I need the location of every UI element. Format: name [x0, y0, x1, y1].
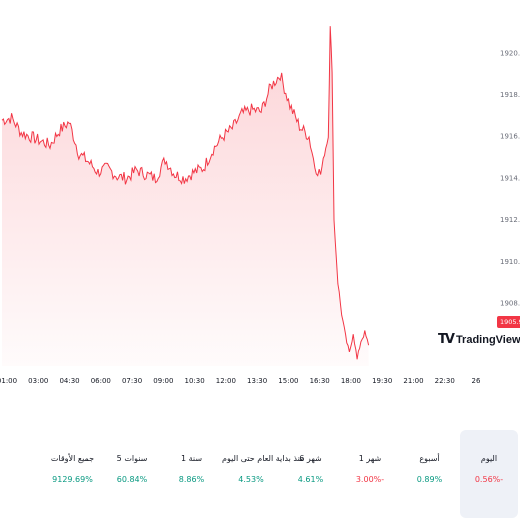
- tradingview-wordmark: TradingView: [455, 333, 520, 346]
- x-tick-label: 01:00: [0, 377, 17, 385]
- period-change-value: 8.86%: [178, 475, 205, 484]
- tradingview-mark-icon: TV: [438, 332, 455, 347]
- period-tab[interactable]: 1 شهر 3.00%-: [341, 430, 399, 518]
- chart-canvas[interactable]: 1920.00 1918.00 1916.00 1914.00 1912.00 1910.…: [0, 0, 520, 400]
- tradingview-logo[interactable]: TV TradingView: [438, 332, 520, 347]
- x-tick-label: 03:00: [28, 377, 48, 385]
- x-tick-label: 12:00: [216, 377, 236, 385]
- period-label: 6 شهر: [299, 454, 322, 463]
- period-change-value: 4.53%: [238, 475, 264, 484]
- x-tick-label: 18:00: [341, 377, 361, 385]
- period-label: 5 سنوات: [116, 454, 148, 463]
- period-tab[interactable]: جميع الأوقات 9129.69%: [44, 430, 102, 518]
- period-performance-bar: اليوم 0.56%- أسبوع 0.89% 1 شهر 3.00%- 6 شهر 4.6…: [0, 430, 520, 520]
- period-change-value: 9129.69%: [52, 475, 93, 484]
- x-tick-label: 19:30: [372, 377, 392, 385]
- period-tab[interactable]: 6 شهر 4.61%: [282, 430, 340, 518]
- x-tick-label: 06:00: [91, 377, 111, 385]
- price-line: [1, 26, 370, 360]
- period-label: 1 سنة: [180, 454, 203, 463]
- x-tick-label: 09:00: [153, 377, 173, 385]
- y-tick-label: 1918.00: [500, 91, 520, 99]
- y-tick-label: 1908.00: [500, 299, 520, 307]
- y-tick-label: 1920.00: [500, 49, 520, 57]
- period-change-value: 0.56%-: [474, 475, 504, 484]
- x-tick-label: 26: [472, 377, 481, 385]
- period-tab[interactable]: 5 سنوات 60.84%: [103, 430, 161, 518]
- price-area-fill: [2, 26, 369, 366]
- x-tick-label: 21:00: [403, 377, 423, 385]
- period-label: جميع الأوقات: [50, 454, 95, 463]
- y-tick-label: 1916.00: [500, 133, 520, 141]
- period-tab[interactable]: اليوم 0.56%-: [460, 430, 518, 518]
- x-tick-label: 10:30: [185, 377, 205, 385]
- x-tick-label: 15:00: [278, 377, 298, 385]
- x-tick-label: 16:30: [310, 377, 330, 385]
- period-change-value: 0.89%: [416, 475, 443, 484]
- price-chart[interactable]: 1920.00 1918.00 1916.00 1914.00 1912.00 1910.…: [0, 0, 520, 400]
- y-tick-label: 1910.00: [500, 258, 520, 266]
- period-change-value: 3.00%-: [355, 475, 385, 484]
- y-tick-label: 1912.00: [500, 216, 520, 224]
- period-tab[interactable]: أسبوع 0.89%: [401, 430, 459, 518]
- x-tick-label: 13:30: [247, 377, 267, 385]
- period-label: 1 شهر: [358, 454, 382, 463]
- period-label: اليوم: [480, 454, 498, 463]
- x-tick-label: 07:30: [122, 377, 142, 385]
- y-tick-label: 1914.00: [500, 174, 520, 182]
- period-tab[interactable]: 1 سنة 8.86%: [163, 430, 221, 518]
- x-tick-label: 04:30: [59, 377, 79, 385]
- last-price-label: 1905.94: [497, 316, 520, 328]
- period-label: أسبوع: [419, 454, 440, 463]
- period-change-value: 60.84%: [116, 475, 148, 484]
- period-label: منذ بداية العام حتى اليوم: [222, 454, 305, 463]
- x-tick-label: 22:30: [435, 377, 455, 385]
- period-change-value: 4.61%: [297, 475, 324, 484]
- period-tab[interactable]: منذ بداية العام حتى اليوم 4.53%: [222, 430, 305, 518]
